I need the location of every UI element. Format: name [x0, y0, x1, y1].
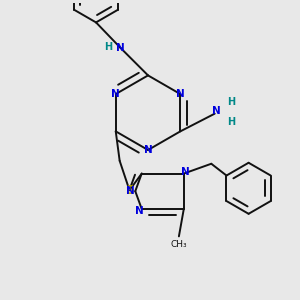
Text: N: N	[182, 167, 190, 177]
Text: H: H	[227, 116, 236, 127]
Text: S: S	[125, 184, 134, 197]
Text: CH₃: CH₃	[171, 240, 187, 249]
Text: N: N	[126, 186, 135, 196]
Text: N: N	[111, 89, 120, 99]
Text: N: N	[176, 89, 185, 99]
Text: N: N	[116, 43, 125, 53]
Text: H: H	[227, 97, 236, 107]
Text: N: N	[212, 106, 221, 116]
Text: H: H	[104, 42, 112, 52]
Text: N: N	[144, 145, 152, 155]
Text: N: N	[135, 206, 144, 216]
